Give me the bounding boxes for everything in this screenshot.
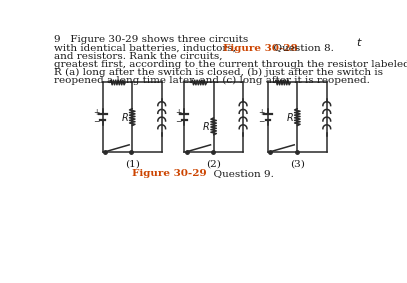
Text: and resistors. Rank the circuits,: and resistors. Rank the circuits, xyxy=(54,52,223,61)
Text: $R$: $R$ xyxy=(121,111,129,123)
Text: reopened a long time later, and (c) long after it is reopened.: reopened a long time later, and (c) long… xyxy=(54,76,370,85)
Text: greatest first, according to the current through the resistor labeled: greatest first, according to the current… xyxy=(54,60,407,69)
Text: +: + xyxy=(175,108,181,117)
Text: 9   Figure 30-29 shows three circuits: 9 Figure 30-29 shows three circuits xyxy=(54,35,248,44)
Text: (2): (2) xyxy=(206,159,221,168)
Text: with identical batteries, inductors,: with identical batteries, inductors, xyxy=(54,44,236,53)
Text: $t$: $t$ xyxy=(356,35,362,48)
Text: −: − xyxy=(175,117,181,126)
Text: (3): (3) xyxy=(290,159,305,168)
Text: (1): (1) xyxy=(125,159,140,168)
Text: $R$: $R$ xyxy=(287,111,294,123)
Text: −: − xyxy=(94,117,100,126)
Text: −: − xyxy=(258,117,265,126)
Text: Question 8.: Question 8. xyxy=(267,44,334,53)
Text: +: + xyxy=(258,108,265,117)
Text: Figure 30-28: Figure 30-28 xyxy=(223,44,298,53)
Text: +: + xyxy=(94,108,100,117)
Text: Question 9.: Question 9. xyxy=(207,169,274,178)
Text: $R$: $R$ xyxy=(202,120,210,132)
Text: R (a) long after the switch is closed, (b) just after the switch is: R (a) long after the switch is closed, (… xyxy=(54,68,383,77)
Text: Figure 30-29: Figure 30-29 xyxy=(132,169,207,178)
